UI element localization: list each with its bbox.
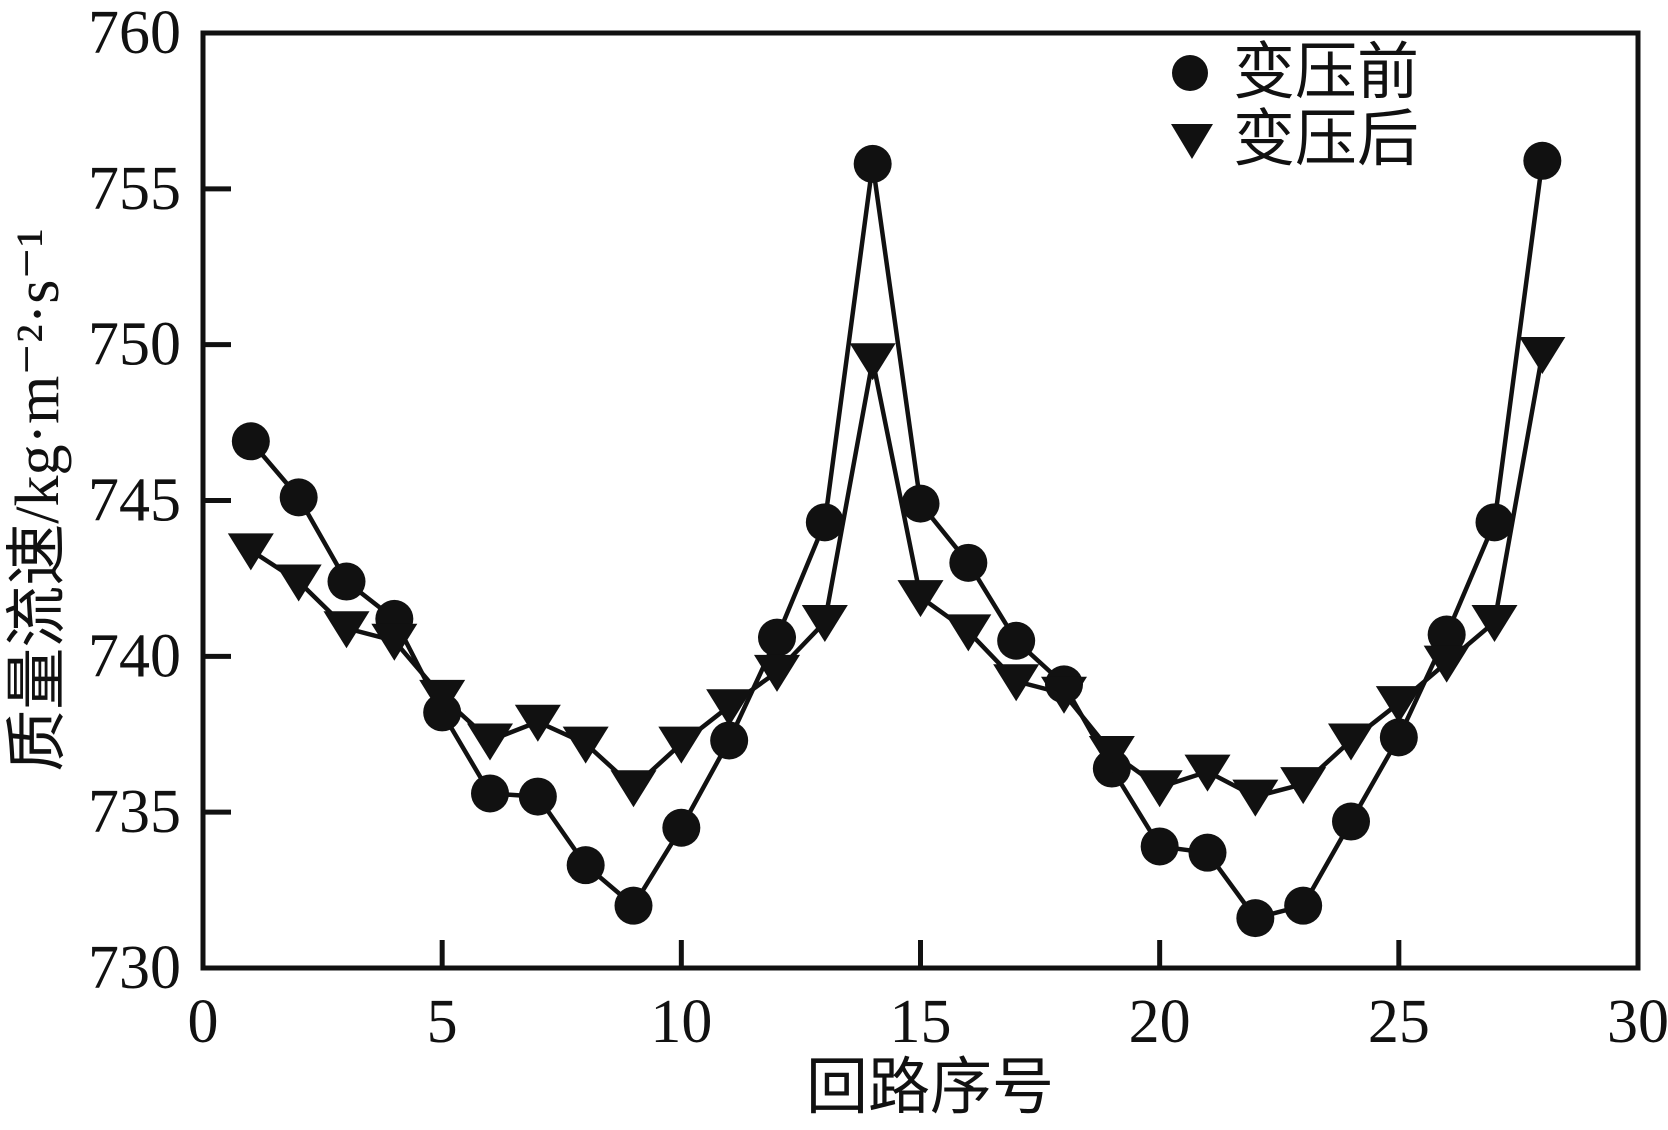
data-point-circle [662,808,701,847]
data-point-circle [279,478,318,517]
legend-label-before: 变压前 [1233,39,1419,107]
data-point-triangle [1423,645,1470,683]
data-point-circle [949,543,988,582]
data-point-circle [327,562,366,601]
y-tick-label: 750 [88,311,181,379]
data-point-triangle [801,605,848,643]
data-point-triangle [419,679,466,717]
data-point-triangle [467,723,513,761]
data-point-triangle [1136,770,1183,808]
y-tick-label: 745 [88,467,181,535]
x-tick-label: 30 [1607,988,1668,1056]
data-point-triangle [849,343,896,381]
data-point-circle [901,484,940,523]
legend-label-after: 变压后 [1233,106,1419,174]
series-line-0 [249,160,1545,921]
data-point-triangle [1232,779,1279,817]
plot-area: 730 735 740 745 750 755 760 0 5 10 15 20 25 30 [88,0,1668,1056]
data-point-triangle [945,614,992,652]
data-point-circle [710,721,749,760]
data-point-triangle [897,580,944,618]
data-point-triangle [275,564,322,602]
x-axis-title: 回路序号 [806,1054,1054,1122]
x-tick-label: 10 [650,988,712,1056]
data-point-circle [231,422,270,461]
data-point-triangle [1375,686,1422,724]
y-axis-title: 质量流速/kg·m⁻²·s⁻¹ [4,228,72,772]
data-point-triangle [227,533,274,571]
y-tick-label: 740 [88,622,181,690]
data-point-triangle [658,726,705,764]
x-tick-label: 0 [188,988,219,1056]
data-point-circle [1140,827,1179,866]
data-point-circle [471,774,509,813]
data-point-triangle [1280,767,1327,805]
data-point-triangle [1088,735,1135,773]
data-point-triangle [1471,605,1518,643]
data-point-triangle [514,704,561,742]
data-point-circle [853,144,892,183]
data-point-circle [805,503,844,542]
data-point-triangle [1328,723,1374,761]
data-point-triangle [993,664,1040,702]
data-point-triangle [562,726,609,764]
data-point-circle [1379,718,1418,757]
data-point-circle [997,621,1036,660]
data-point-circle [1332,802,1370,841]
legend: 变压前 变压后 [1171,39,1419,174]
data-point-circle [1475,503,1514,542]
x-tick-label: 5 [427,988,458,1056]
data-point-circle [518,777,557,816]
filled-circle-marker [1172,55,1208,91]
data-point-circle [566,846,605,885]
series-line-1 [249,353,1545,799]
x-tick-label: 15 [890,988,952,1056]
y-tick-label: 730 [88,934,181,1002]
data-point-triangle [610,770,657,808]
data-point-circle [758,618,796,657]
y-tick-label: 760 [88,0,181,67]
data-point-circle [1284,886,1323,925]
data-point-triangle [323,611,370,649]
data-point-triangle [1184,754,1231,792]
data-point-triangle [754,654,800,692]
data-point-triangle [1041,676,1087,714]
data-point-triangle [1519,337,1566,375]
data-point-circle [1236,899,1275,938]
y-tick-label: 735 [88,778,181,846]
filled-triangle-down-marker [1171,124,1213,159]
data-point-triangle [706,689,753,727]
y-tick-label: 755 [88,155,181,223]
data-point-circle [614,886,653,925]
data-point-circle [1188,833,1227,872]
data-point-circle [1523,141,1562,180]
x-tick-label: 20 [1129,988,1191,1056]
data-point-triangle [371,623,418,661]
x-tick-label: 25 [1368,988,1430,1056]
data-point-circle [1427,615,1466,654]
